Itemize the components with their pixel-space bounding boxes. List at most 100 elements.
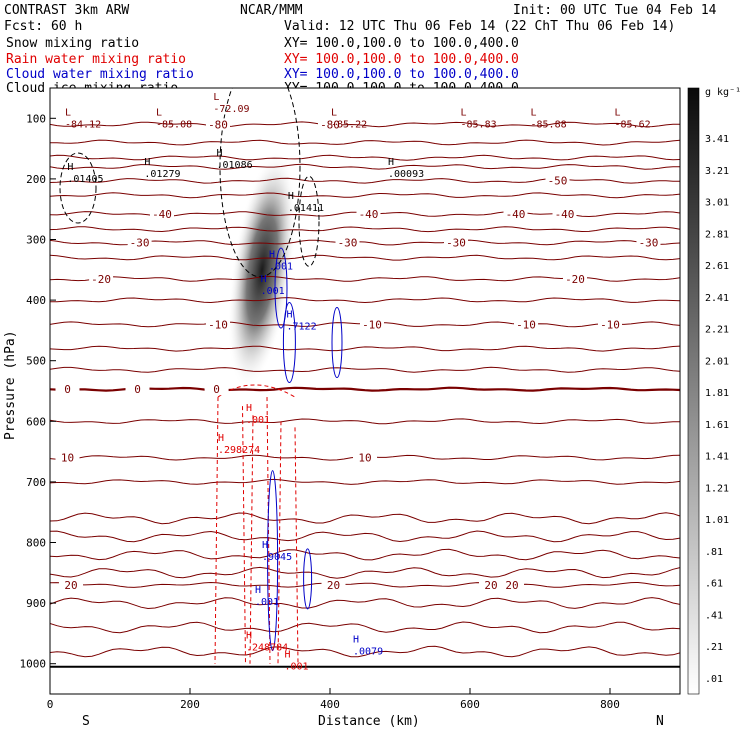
isotherm-label: -80 [208, 118, 228, 131]
snow-high-value: .01411 [288, 203, 324, 214]
isotherm-label: -30 [338, 237, 358, 250]
valid-time: Valid: 12 UTC Thu 06 Feb 14 (22 ChT Thu … [284, 19, 675, 34]
colorbar-label: 2.61 [705, 261, 729, 272]
y-tick-label: 500 [26, 355, 46, 368]
cloud-high-marker: H [255, 585, 261, 596]
y-axis-label: Pressure (hPa) [3, 330, 18, 440]
colorbar-label: 1.61 [705, 420, 729, 431]
isotherm-label: -10 [600, 318, 620, 331]
isotherm-label: -10 [516, 318, 536, 331]
colorbar-label: .21 [705, 642, 723, 653]
rain-high-marker: H [246, 403, 252, 414]
field-cloudwater-name: Cloud water mixing ratio [6, 67, 194, 82]
isotherm-label: -20 [565, 273, 585, 286]
snow-high-value: .01279 [144, 169, 180, 180]
colorbar-label: 1.41 [705, 452, 729, 463]
isotherm-label: 20 [64, 579, 77, 592]
center-label: NCAR/MMM [240, 3, 303, 18]
low-marker: L [615, 107, 621, 118]
cloud-high-value: .9045 [262, 552, 292, 563]
colorbar-label: 3.01 [705, 198, 729, 209]
isotherm-label: -10 [208, 318, 228, 331]
y-tick-label: 100 [26, 112, 46, 125]
colorbar-label: .41 [705, 610, 723, 621]
isotherm-label: 20 [484, 579, 497, 592]
init-time: Init: 00 UTC Tue 04 Feb 14 [513, 3, 717, 18]
colorbar-label: .61 [705, 579, 723, 590]
colorbar-label: 1.01 [705, 515, 729, 526]
field-rain-xy: XY= 100.0,100.0 to 100.0,400.0 [284, 52, 519, 67]
colorbar-label: .81 [705, 547, 723, 558]
low-value: -85.62 [615, 119, 651, 130]
isotherm-label: -30 [639, 237, 659, 250]
colorbar-label: 1.21 [705, 483, 729, 494]
low-value: -85.22 [331, 119, 367, 130]
colorbar: g kg⁻¹ 3.41 3.21 3.01 2.81 2.61 2.41 2.21 2.01 1… [688, 87, 740, 694]
field-cloudwater-xy: XY= 100.0,100.0 to 100.0,400.0 [284, 67, 519, 82]
colorbar-label: 2.81 [705, 229, 729, 240]
cloud-high-value: .001 [255, 597, 279, 608]
cross-section-chart: CONTRAST 3km ARW NCAR/MMM Init: 00 UTC T… [0, 0, 740, 740]
snow-high-marker: H [144, 157, 150, 168]
isotherm-label: -30 [130, 237, 150, 250]
colorbar-label: 2.01 [705, 356, 729, 367]
rain-high-marker: H [218, 433, 224, 444]
cloud-high-value: .001 [269, 262, 293, 273]
x-axis-label: Distance (km) [318, 714, 420, 729]
isotherm-label: 0 [64, 383, 71, 396]
y-tick-label: 300 [26, 234, 46, 247]
snow-high-value: .01086 [217, 160, 253, 171]
y-tick-label: 600 [26, 415, 46, 428]
rain-high-value: .298274 [218, 445, 260, 456]
low-value: -72.09 [213, 104, 249, 115]
low-marker: L [65, 107, 71, 118]
rain-high-value: .001 [246, 415, 270, 426]
isotherm-label: 20 [505, 579, 518, 592]
low-marker: L [331, 107, 337, 118]
model-title: CONTRAST 3km ARW [4, 3, 129, 18]
cloud-high-marker: H [269, 250, 275, 261]
low-marker: L [213, 92, 219, 103]
x-tick-label: 200 [180, 698, 200, 711]
snow-high-marker: H [288, 191, 294, 202]
colorbar-label: .01 [705, 674, 723, 685]
colorbar-label: 3.41 [705, 134, 729, 145]
x-tick-label: 800 [600, 698, 620, 711]
snow-high-value: .01405 [67, 174, 103, 185]
low-marker: L [156, 107, 162, 118]
isotherm-label: -10 [362, 318, 382, 331]
direction-north: N [656, 714, 664, 729]
forecast-hour: Fcst: 60 h [4, 19, 82, 34]
snow-high-value: .00093 [388, 169, 424, 180]
isotherm-label: 0 [134, 383, 141, 396]
isotherm-label: 10 [358, 452, 371, 465]
rain-high-value: .001 [285, 662, 309, 673]
isotherm-label: -20 [91, 273, 111, 286]
snow-high-marker: H [217, 148, 223, 159]
isotherm-label: 10 [61, 452, 74, 465]
field-snow-name: Snow mixing ratio [6, 36, 139, 51]
isotherm-label: 20 [327, 579, 340, 592]
low-value: -85.08 [156, 119, 192, 130]
isotherm-label: -40 [359, 208, 379, 221]
isotherm-label: -30 [446, 237, 466, 250]
colorbar-gradient [688, 88, 699, 694]
cloud-high-value: .0079 [353, 647, 383, 658]
cloud-high-marker: H [287, 310, 293, 321]
cloud-high-marker: H [262, 540, 268, 551]
low-value: -85.83 [461, 119, 497, 130]
direction-south: S [82, 714, 90, 729]
y-tick-label: 1000 [20, 658, 47, 671]
field-rain-name: Rain water mixing ratio [6, 52, 186, 67]
snow-high-marker: H [67, 162, 73, 173]
y-tick-label: 400 [26, 294, 46, 307]
cloud-high-value: .7122 [287, 322, 317, 333]
colorbar-unit: g kg⁻¹ [705, 87, 740, 98]
low-value: -85.88 [531, 119, 567, 130]
isotherm-label: -40 [506, 208, 526, 221]
x-tick-label: 400 [320, 698, 340, 711]
x-tick-label: 600 [460, 698, 480, 711]
colorbar-label: 2.41 [705, 293, 729, 304]
rain-high-marker: H [246, 630, 252, 641]
low-marker: L [531, 107, 537, 118]
